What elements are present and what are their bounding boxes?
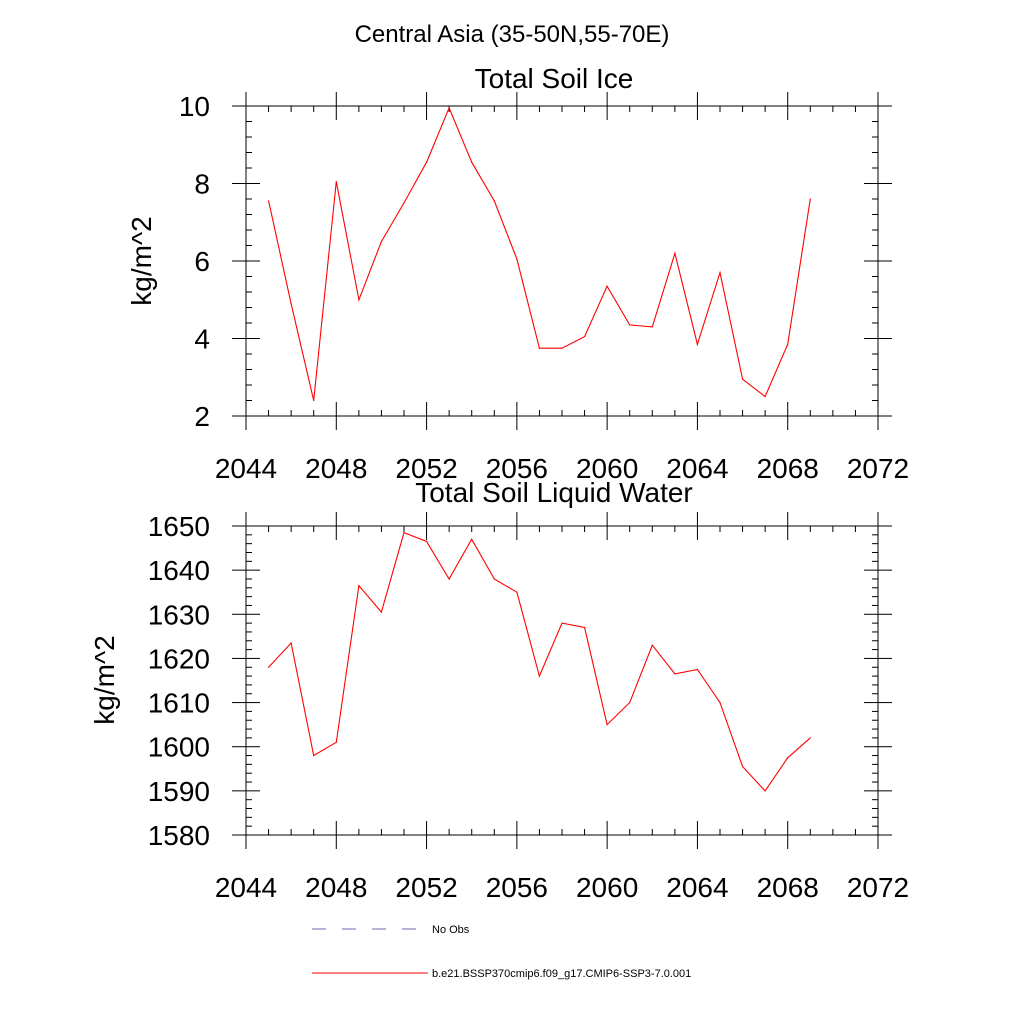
chart-ice-data-point <box>313 399 315 402</box>
chart-water-data-point <box>493 578 495 580</box>
chart-water-data-point <box>764 790 766 792</box>
legend-label-model: b.e21.BSSP370cmip6.f09_g17.CMIP6-SSP3-7.… <box>432 968 691 980</box>
chart-ice-data-point <box>471 161 473 163</box>
chart-ice-data-point <box>448 107 450 109</box>
chart-water: Total Soil Liquid Water kg/m^2 2044 2048 2… <box>89 477 909 903</box>
chart-water-xtick-label: 2056 <box>486 872 548 903</box>
chart-water-ytick-label: 1620 <box>148 643 210 674</box>
chart-ice-xtick-label: 2052 <box>395 453 457 484</box>
chart-water-title: Total Soil Liquid Water <box>415 477 693 508</box>
chart-ice-ytick-label: 2 <box>194 401 210 432</box>
chart-ice-data-point <box>380 241 383 243</box>
chart-water-frame <box>245 525 879 836</box>
chart-ice-data-point <box>629 324 631 326</box>
chart-ice-title: Total Soil Ice <box>475 63 634 94</box>
chart-water-xtick-label: 2068 <box>757 872 819 903</box>
chart-ice-data-point <box>516 258 518 260</box>
chart-ice-data-point <box>674 252 676 254</box>
chart-water-xtick-label: 2060 <box>576 872 638 903</box>
chart-water-ytick-label: 1610 <box>148 688 210 719</box>
chart-water-ytick-label: 1580 <box>148 820 210 851</box>
chart-ice-ytick-label: 10 <box>179 91 210 122</box>
legend: No Obs b.e21.BSSP370cmip6.f09_g17.CMIP6-… <box>312 924 691 980</box>
chart-ice-ytick-label: 4 <box>194 324 210 355</box>
chart-water-data-point <box>809 737 811 739</box>
chart-water-xtick-label: 2052 <box>395 872 457 903</box>
chart-water-data-point <box>561 622 563 624</box>
chart-water-data-point <box>696 668 699 671</box>
chart-ice-data-point <box>403 202 405 204</box>
chart-ice-data-point <box>787 343 789 345</box>
chart-ice-data-point <box>741 378 744 380</box>
chart-ice-data-point <box>493 200 495 202</box>
chart-water-xtick-label: 2072 <box>847 872 909 903</box>
chart-ice-data-point <box>561 347 563 349</box>
chart-water-data-point <box>741 765 744 768</box>
chart-ice-xtick-label: 2072 <box>847 453 909 484</box>
chart-water-data-point <box>290 642 292 644</box>
chart-water-data-point <box>516 591 518 593</box>
chart-water-data-point <box>787 757 789 759</box>
chart-water-data-point <box>583 626 586 629</box>
chart-water-data-point <box>651 644 653 646</box>
chart-ice-data-point <box>809 198 811 200</box>
chart-water-xtick-label: 2044 <box>215 872 277 903</box>
chart-ice-data-point <box>538 347 541 349</box>
chart-ice-series-line <box>268 106 811 401</box>
chart-water-ytick-label: 1650 <box>148 511 210 542</box>
chart-water-ylabel: kg/m^2 <box>89 635 120 724</box>
chart-ice-xtick-label: 2060 <box>576 453 638 484</box>
chart-ice-ytick-label: 8 <box>194 169 210 200</box>
chart-ice-xtick-label: 2044 <box>215 453 277 484</box>
chart-water-ytick-label: 1640 <box>148 555 210 586</box>
chart-ice-data-point <box>651 326 653 328</box>
chart-water-ytick-label: 1600 <box>148 732 210 763</box>
chart-ice-data-point <box>719 272 721 274</box>
chart-water-data-point <box>313 754 315 757</box>
legend-label-no-obs: No Obs <box>432 924 470 936</box>
chart-water-data-point <box>538 675 541 677</box>
chart-water-series-line <box>268 531 811 792</box>
chart-ice-data-point <box>425 161 428 163</box>
chart-ice-xtick-label: 2068 <box>757 453 819 484</box>
chart-ice-data-point <box>267 200 270 202</box>
chart-water-data-point <box>629 701 631 704</box>
chart-ice-ytick-label: 6 <box>194 246 210 277</box>
chart-water-data-point <box>606 724 608 726</box>
chart-water-data-point <box>448 578 450 580</box>
chart-ice-xtick-label: 2048 <box>305 453 367 484</box>
chart-ice-data-point <box>290 303 292 305</box>
chart-ice-data-point <box>696 343 699 345</box>
chart-water-ytick-label: 1590 <box>148 776 210 807</box>
chart-water-xtick-label: 2064 <box>666 872 728 903</box>
chart-ice-xtick-label: 2064 <box>666 453 728 484</box>
chart-water-data-point <box>403 532 405 534</box>
chart-water-ytick-label: 1630 <box>148 599 210 630</box>
chart-water-data-point <box>267 666 270 668</box>
chart-water-data-point <box>380 611 383 613</box>
chart-ice-data-point <box>358 299 360 301</box>
chart-ice-data-point <box>335 180 337 183</box>
figure-suptitle: Central Asia (35-50N,55-70E) <box>355 21 670 48</box>
chart-water-data-point <box>425 540 428 543</box>
chart-ice: Total Soil Ice kg/m^2 2044 2048 2052 2056 20… <box>126 63 909 484</box>
chart-ice-frame <box>245 105 879 417</box>
chart-ice-data-point <box>606 285 608 287</box>
chart-water-data-point <box>719 701 721 704</box>
chart-ice-data-point <box>764 396 766 398</box>
chart-water-data-point <box>674 673 676 675</box>
chart-water-xtick-label: 2048 <box>305 872 367 903</box>
chart-ice-ylabel: kg/m^2 <box>126 216 157 305</box>
chart-ice-xtick-label: 2056 <box>486 453 548 484</box>
chart-ice-data-point <box>583 335 586 338</box>
chart-water-data-point <box>471 538 473 540</box>
chart-water-data-point <box>358 584 360 587</box>
chart-water-data-point <box>335 741 337 743</box>
